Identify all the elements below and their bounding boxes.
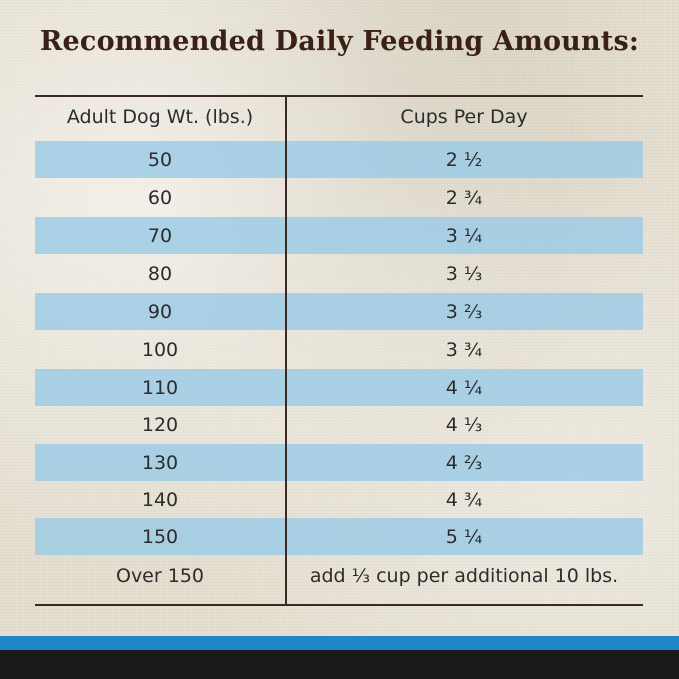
- weight-cell: Over 150: [35, 565, 285, 587]
- table-header-row: Adult Dog Wt. (lbs.) Cups Per Day: [35, 98, 643, 135]
- cups-cell: 4 ¾: [285, 489, 643, 511]
- weight-cell: 50: [35, 149, 285, 171]
- table-row: 110 4 ¼: [35, 369, 643, 406]
- table-row: 50 2 ½: [35, 141, 643, 178]
- weight-cell: 70: [35, 225, 285, 247]
- table-top-rule: [35, 95, 643, 97]
- cups-cell: 4 ⅔: [285, 452, 643, 474]
- weight-cell: 90: [35, 301, 285, 323]
- cups-cell: 3 ⅓: [285, 263, 643, 285]
- table-row: 60 2 ¾: [35, 179, 643, 216]
- cups-cell: 3 ¾: [285, 339, 643, 361]
- cups-cell: 3 ¼: [285, 225, 643, 247]
- table-row: 120 4 ⅓: [35, 406, 643, 443]
- weight-cell: 140: [35, 489, 285, 511]
- footer-blue-band: [0, 636, 679, 650]
- cups-cell: 5 ¼: [285, 526, 643, 548]
- weight-cell: 60: [35, 187, 285, 209]
- table-row: 80 3 ⅓: [35, 255, 643, 292]
- table-row: Over 150 add ⅓ cup per additional 10 lbs…: [35, 557, 643, 594]
- table-row: 70 3 ¼: [35, 217, 643, 254]
- weight-cell: 100: [35, 339, 285, 361]
- cups-cell: 4 ¼: [285, 377, 643, 399]
- cups-cell: 2 ¾: [285, 187, 643, 209]
- weight-cell: 110: [35, 377, 285, 399]
- weight-cell: 130: [35, 452, 285, 474]
- cups-cell: add ⅓ cup per additional 10 lbs.: [285, 565, 643, 587]
- weight-cell: 150: [35, 526, 285, 548]
- weight-cell: 120: [35, 414, 285, 436]
- cups-cell: 4 ⅓: [285, 414, 643, 436]
- table-row: 100 3 ¾: [35, 331, 643, 368]
- table-row: 150 5 ¼: [35, 518, 643, 555]
- table-row: 90 3 ⅔: [35, 293, 643, 330]
- table-row: 130 4 ⅔: [35, 444, 643, 481]
- table-row: 140 4 ¾: [35, 481, 643, 518]
- page-title: Recommended Daily Feeding Amounts:: [0, 26, 679, 57]
- cups-cell: 2 ½: [285, 149, 643, 171]
- header-cups: Cups Per Day: [285, 106, 643, 128]
- column-divider: [285, 95, 287, 606]
- header-weight: Adult Dog Wt. (lbs.): [35, 106, 285, 128]
- weight-cell: 80: [35, 263, 285, 285]
- table-bottom-rule: [35, 604, 643, 606]
- footer-black-band: [0, 650, 679, 679]
- cups-cell: 3 ⅔: [285, 301, 643, 323]
